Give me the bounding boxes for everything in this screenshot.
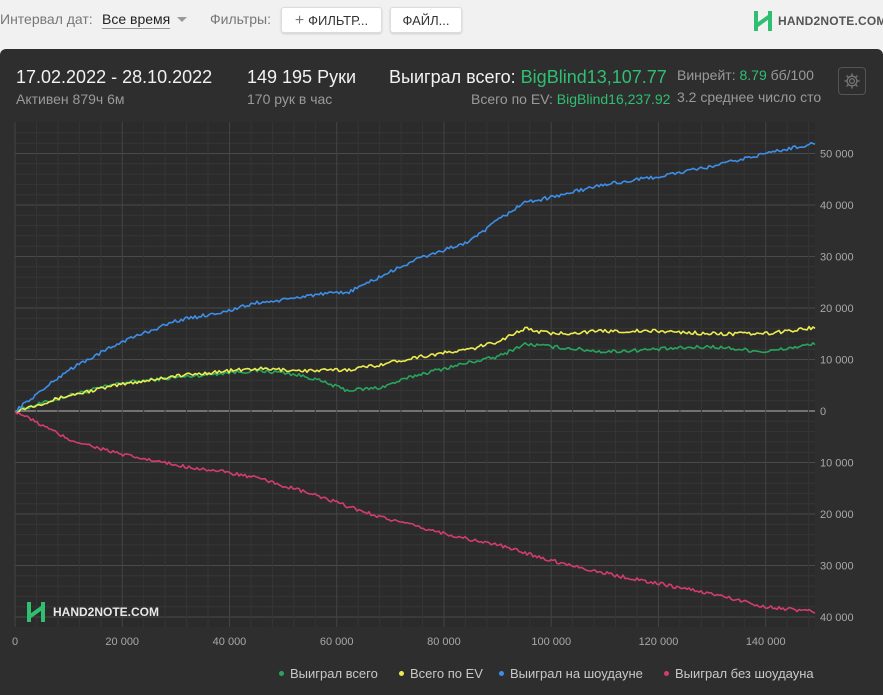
hands-per-hour: 170 рук в час bbox=[247, 91, 333, 107]
legend-item-showdown[interactable]: Выиграл на шоудауне bbox=[499, 666, 643, 681]
series-line-2 bbox=[14, 141, 816, 413]
x-axis: 0 20 000 40 000 60 000 80 000 100 000 120 000 1… bbox=[12, 636, 786, 648]
toolbar: Интервал дат: Все время Фильтры: + ФИЛЬТР… bbox=[0, 0, 883, 46]
ev-total: Всего по EV: BigBlind16,237.92 bbox=[471, 91, 670, 107]
ev-label: Всего по EV: bbox=[471, 91, 553, 107]
y-tick-label: 40 000 bbox=[820, 612, 854, 624]
won-total-label: Выиграл всего: bbox=[389, 67, 516, 87]
logo: HAND2NOTE.COM bbox=[752, 10, 883, 32]
legend-dot bbox=[499, 671, 504, 676]
winrate-unit: бб/100 bbox=[770, 67, 814, 83]
legend-item-non-showdown[interactable]: Выиграл без шоудауна bbox=[664, 666, 814, 681]
x-tick-label: 60 000 bbox=[320, 636, 354, 648]
date-range: 17.02.2022 - 28.10.2022 bbox=[16, 67, 213, 87]
winrate-value: 8.79 bbox=[739, 67, 767, 83]
settings-button[interactable] bbox=[838, 67, 866, 95]
x-tick-label: 0 bbox=[12, 636, 18, 648]
filter-button[interactable]: + ФИЛЬТР... bbox=[281, 7, 382, 33]
avg-tables: 3.2 среднее число сто bbox=[677, 89, 822, 105]
watermark: HAND2NOTE.COM bbox=[25, 601, 159, 623]
ev-value: BigBlind16,237.92 bbox=[556, 91, 671, 107]
series-lines bbox=[14, 141, 816, 614]
active-time: Активен 879ч 6м bbox=[16, 91, 125, 107]
legend-label: Выиграл на шоудауне bbox=[510, 666, 643, 681]
series-line-1 bbox=[14, 325, 816, 414]
y-axis: 50 000 40 000 30 000 20 000 10 000 0 10 000 20 … bbox=[820, 149, 854, 625]
legend-dot bbox=[664, 671, 669, 676]
won-total: Выиграл всего: BigBlind13,107.77 bbox=[389, 67, 667, 88]
legend-label: Выиграл без шоудауна bbox=[675, 666, 814, 681]
x-tick-label: 20 000 bbox=[105, 636, 139, 648]
series-line-3 bbox=[14, 410, 816, 614]
winrate: Винрейт: 8.79 бб/100 bbox=[677, 67, 814, 83]
won-total-value: BigBlind13,107.77 bbox=[520, 67, 667, 87]
x-tick-label: 120 000 bbox=[639, 636, 679, 648]
legend-label: Выиграл всего bbox=[290, 666, 378, 681]
file-button-label: ФАЙЛ... bbox=[402, 13, 450, 28]
chevron-down-icon[interactable] bbox=[177, 17, 187, 22]
legend-dot bbox=[399, 671, 404, 676]
y-tick-label: 50 000 bbox=[820, 149, 854, 161]
gear-icon bbox=[844, 73, 860, 89]
hand2note-watermark-icon bbox=[27, 602, 45, 622]
hands-count: 149 195 Руки bbox=[247, 67, 357, 87]
y-tick-label: 20 000 bbox=[820, 303, 854, 315]
y-tick-label: 40 000 bbox=[820, 200, 854, 212]
filters-label: Фильтры: bbox=[210, 11, 271, 27]
date-interval-select[interactable]: Все время bbox=[102, 11, 171, 29]
x-tick-label: 140 000 bbox=[746, 636, 786, 648]
y-tick-label: 20 000 bbox=[820, 509, 854, 521]
x-tick-label: 100 000 bbox=[531, 636, 571, 648]
plus-icon: + bbox=[294, 12, 305, 29]
x-tick-label: 40 000 bbox=[213, 636, 247, 648]
file-button[interactable]: ФАЙЛ... bbox=[390, 7, 462, 33]
y-tick-label: 10 000 bbox=[820, 355, 854, 367]
legend-item-won-total[interactable]: Выиграл всего bbox=[279, 666, 378, 681]
y-tick-label: 10 000 bbox=[820, 458, 854, 470]
legend-label: Всего по EV bbox=[410, 666, 483, 681]
y-tick-label: 0 bbox=[820, 406, 826, 418]
legend-dot bbox=[279, 671, 284, 676]
winrate-label: Винрейт: bbox=[677, 67, 736, 83]
legend-item-ev[interactable]: Всего по EV bbox=[399, 666, 483, 681]
x-tick-label: 80 000 bbox=[427, 636, 461, 648]
logo-text: HAND2NOTE.COM bbox=[778, 14, 883, 28]
y-tick-label: 30 000 bbox=[820, 561, 854, 573]
y-tick-label: 30 000 bbox=[820, 252, 854, 264]
hand2note-logo-icon bbox=[754, 11, 772, 31]
watermark-text: HAND2NOTE.COM bbox=[53, 605, 160, 619]
date-interval-label: Интервал дат: bbox=[0, 11, 93, 27]
filter-button-label: ФИЛЬТР... bbox=[308, 13, 369, 28]
